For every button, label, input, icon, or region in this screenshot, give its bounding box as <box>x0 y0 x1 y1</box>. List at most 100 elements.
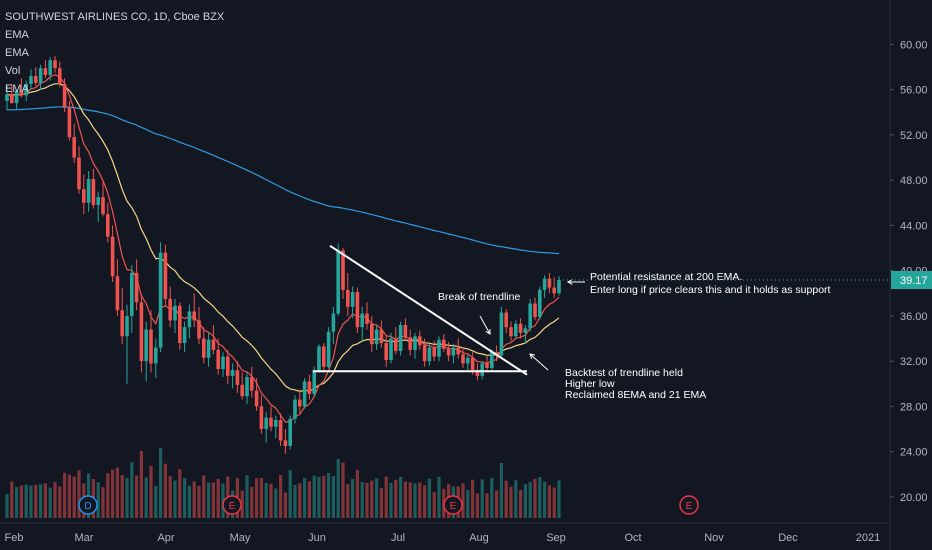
volume-bar <box>58 486 62 518</box>
volume-bar <box>183 478 187 518</box>
indicator-ema-200[interactable]: EMA <box>5 83 29 95</box>
indicator-ema-8[interactable]: EMA <box>5 29 29 41</box>
candle <box>389 332 393 364</box>
candle-body <box>418 336 422 346</box>
candle-body <box>514 323 518 337</box>
volume-bar <box>77 470 81 518</box>
symbol-title[interactable]: SOUTHWEST AIRLINES CO, 1D, Cboe BZX <box>5 11 225 23</box>
candle <box>250 366 254 398</box>
volume-bar <box>403 481 407 518</box>
volume-bar <box>135 475 139 518</box>
event-circle <box>222 495 242 515</box>
candle <box>480 361 484 380</box>
candle <box>216 338 220 375</box>
candle-body <box>432 347 436 357</box>
candle-body <box>144 329 148 362</box>
candle <box>288 415 292 450</box>
volume-bar <box>307 481 311 518</box>
candle <box>322 343 326 373</box>
candle <box>418 330 422 350</box>
volume-bar <box>67 474 71 518</box>
candle <box>48 56 52 81</box>
candle-body <box>475 370 480 376</box>
candle-body <box>158 252 163 348</box>
volume-bar <box>197 486 201 518</box>
indicator-ema-21[interactable]: EMA <box>5 47 29 59</box>
candle <box>355 287 360 333</box>
candle-body <box>389 338 393 360</box>
x-tick-label: Nov <box>704 532 724 544</box>
candle-body <box>456 347 460 355</box>
candle-body <box>14 90 19 104</box>
candle-body <box>264 417 268 429</box>
candle-body <box>374 329 379 345</box>
candle <box>365 302 369 330</box>
volume-bar <box>125 478 129 518</box>
descending-trendline <box>329 244 528 376</box>
volume-bar <box>533 478 537 518</box>
candle <box>91 168 96 209</box>
candle <box>5 85 9 110</box>
volume-bar <box>255 478 259 518</box>
candle <box>43 60 48 79</box>
candle <box>442 334 446 353</box>
candle-body <box>139 302 144 362</box>
candle-body <box>67 107 72 138</box>
volume-bar <box>279 475 283 518</box>
annotation-text: Enter long if price clears this and it h… <box>590 284 831 296</box>
candle <box>523 325 528 344</box>
candle <box>490 349 494 371</box>
candle-body <box>480 363 484 376</box>
candle <box>269 406 273 432</box>
candle <box>408 329 412 356</box>
volume-bar <box>202 475 206 518</box>
volume-bar <box>499 463 503 518</box>
volume-bar <box>192 481 196 518</box>
volume-bar <box>298 483 302 518</box>
x-tick-label: May <box>230 532 251 544</box>
volume-bar <box>24 484 28 518</box>
event-circle <box>443 495 463 515</box>
candle <box>34 67 38 87</box>
candlesticks <box>5 55 561 454</box>
volume-bar <box>187 485 191 518</box>
candle-body <box>379 329 384 344</box>
candle-body <box>221 356 225 369</box>
volume-bar <box>207 482 211 518</box>
candle-body <box>523 328 528 333</box>
candle-body <box>245 377 249 397</box>
volume-bar <box>10 481 14 518</box>
candle-body <box>283 440 288 446</box>
volume-bar <box>408 482 412 518</box>
candle <box>77 146 81 194</box>
y-tick-label: 60.00 <box>900 39 928 51</box>
volume-bar <box>19 485 23 518</box>
candle-body <box>211 339 216 350</box>
candle-body <box>538 289 542 317</box>
candle <box>398 321 403 356</box>
volume-bar <box>43 483 47 518</box>
candle <box>360 306 364 341</box>
candle <box>317 344 321 373</box>
y-tick-label: 32.00 <box>900 356 928 368</box>
candle-body <box>504 312 508 328</box>
candle-body <box>533 303 537 318</box>
volume-bar <box>39 484 43 518</box>
candle <box>134 259 139 311</box>
volume-bar <box>519 489 523 518</box>
candle <box>72 123 76 164</box>
volume-bar <box>351 479 355 518</box>
candle-body <box>43 68 48 75</box>
candle-body <box>451 347 456 356</box>
candle <box>350 286 355 319</box>
volume-bar <box>139 451 143 518</box>
indicator-volume[interactable]: Vol <box>5 65 21 77</box>
candle <box>192 293 196 328</box>
candle <box>264 412 268 443</box>
candle-body <box>19 90 24 96</box>
candle <box>106 202 110 243</box>
candle-body <box>437 339 441 357</box>
candle-body <box>62 84 67 108</box>
last-price-tag <box>891 271 932 289</box>
